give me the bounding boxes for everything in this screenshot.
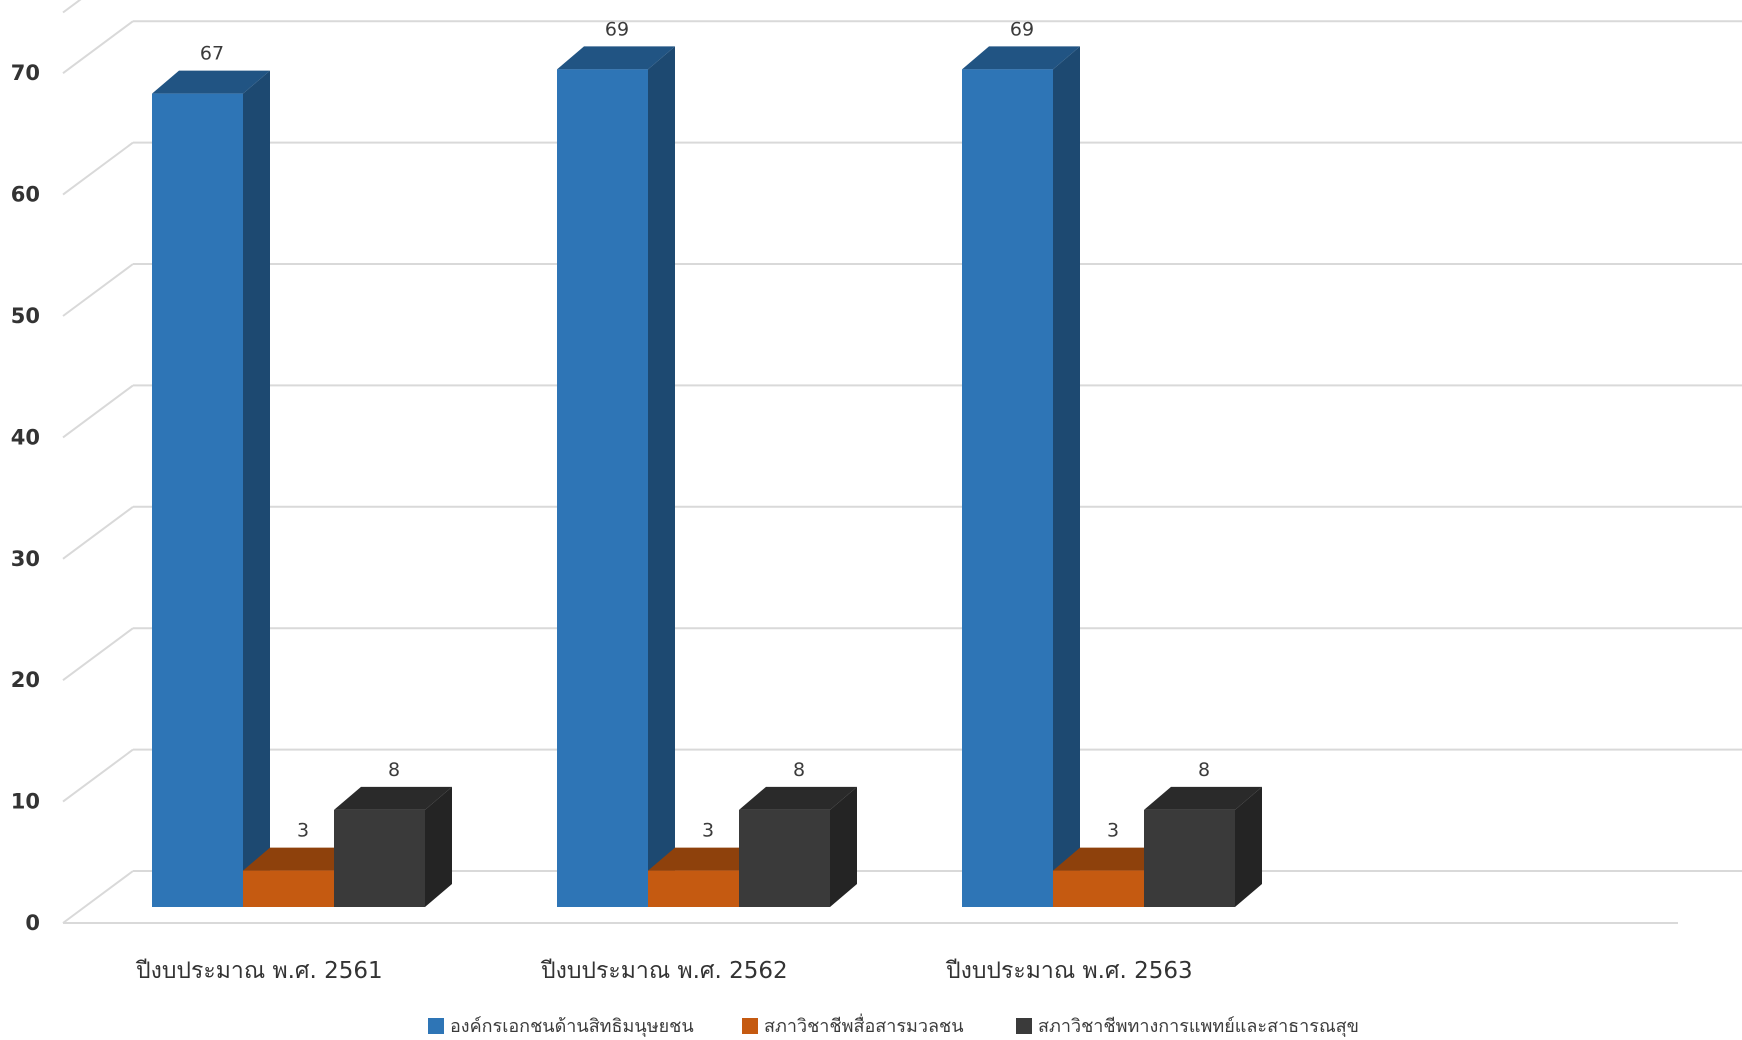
gridline-side-60: [62, 141, 134, 196]
y-tick-label: 60: [11, 183, 40, 207]
y-tick-label: 0: [25, 911, 40, 935]
y-tick-label: 10: [11, 790, 40, 814]
legend: องค์กรเอกชนด้านสิทธิมนุษยชน สภาวิชาชีพสื่…: [428, 1013, 1359, 1037]
bar-1-3: [334, 786, 452, 907]
bar-2-1: [557, 46, 675, 908]
gridline-side-50: [62, 263, 134, 317]
gridline-side-top: [62, 0, 82, 14]
legend-swatch: [742, 1018, 758, 1034]
data-label: 8: [388, 759, 400, 781]
data-label: 3: [702, 820, 714, 842]
legend-item-1: องค์กรเอกชนด้านสิทธิมนุษยชน: [428, 1016, 694, 1037]
bar-3-1: [962, 46, 1080, 908]
x-tick-label: ปีงบประมาณ พ.ศ. 2563: [945, 958, 1192, 984]
gridline-side-10: [62, 748, 134, 803]
data-label: 69: [1010, 18, 1034, 40]
bar-1-1: [152, 70, 270, 908]
legend-label: สภาวิชาชีพทางการแพทย์และสาธารณสุข: [1038, 1016, 1359, 1037]
legend-item-3: สภาวิชาชีพทางการแพทย์และสาธารณสุข: [1016, 1016, 1359, 1037]
x-tick-label: ปีงบประมาณ พ.ศ. 2561: [135, 958, 382, 984]
legend-item-2: สภาวิชาชีพสื่อสารมวลชน: [742, 1013, 964, 1037]
y-tick-label: 30: [11, 547, 40, 571]
gridline-side-0: [62, 870, 134, 924]
x-axis-ticks: ปีงบประมาณ พ.ศ. 2561 ปีงบประมาณ พ.ศ. 2562…: [135, 958, 1192, 984]
legend-label: สภาวิชาชีพสื่อสารมวลชน: [764, 1013, 964, 1037]
gridline-side-40: [62, 384, 134, 439]
data-label: 8: [1198, 759, 1210, 781]
y-tick-label: 70: [11, 61, 40, 85]
y-axis-ticks: 0 10 20 30 40 50 60 70: [11, 61, 40, 935]
y-tick-label: 40: [11, 425, 40, 449]
legend-label: องค์กรเอกชนด้านสิทธิมนุษยชน: [450, 1016, 694, 1037]
data-label: 67: [200, 43, 224, 65]
gridline-side-70: [62, 20, 134, 75]
data-label: 8: [793, 759, 805, 781]
data-label: 3: [297, 820, 309, 842]
bars: [152, 46, 1262, 908]
gridline-side-30: [62, 505, 134, 560]
data-label: 69: [605, 18, 629, 40]
y-tick-label: 20: [11, 668, 40, 692]
bar-3-3: [1144, 786, 1262, 907]
x-tick-label: ปีงบประมาณ พ.ศ. 2562: [540, 958, 787, 984]
data-labels: 67 3 8 69 3 8 69 3 8: [200, 18, 1210, 841]
legend-swatch: [1016, 1018, 1032, 1034]
gridlines: [62, 0, 1742, 924]
legend-swatch: [428, 1018, 444, 1034]
data-label: 3: [1107, 820, 1119, 842]
gridline-side-20: [62, 627, 134, 682]
bar-2-3: [739, 786, 857, 907]
y-tick-label: 50: [11, 304, 40, 328]
